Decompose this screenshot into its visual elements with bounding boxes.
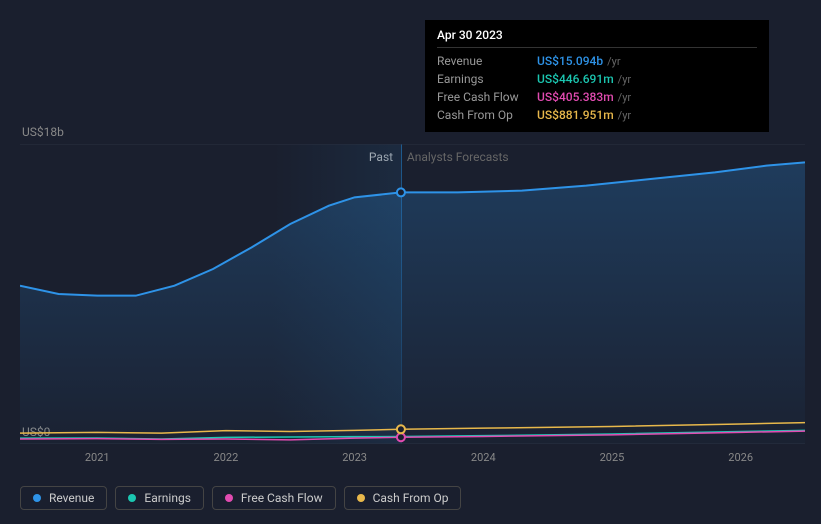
chart-tooltip: Apr 30 2023 RevenueUS$15.094b/yrEarnings… — [425, 20, 769, 132]
legend-item[interactable]: Earnings — [115, 486, 204, 510]
y-axis-max-label: US$18b — [22, 125, 64, 139]
tooltip-row-label: Revenue — [437, 54, 537, 68]
tooltip-row-unit: /yr — [618, 73, 631, 86]
chart-legend: Revenue Earnings Free Cash Flow Cash From O… — [20, 486, 461, 510]
tooltip-row-label: Earnings — [437, 72, 537, 86]
legend-dot-icon — [225, 494, 233, 502]
legend-label: Cash From Op — [373, 491, 449, 505]
tooltip-row-label: Cash From Op — [437, 108, 537, 122]
tooltip-row-unit: /yr — [618, 91, 631, 104]
x-axis-tick-label: 2026 — [728, 451, 753, 464]
legend-dot-icon — [33, 494, 41, 502]
x-axis-tick-label: 2024 — [471, 451, 496, 464]
x-axis-tick-label: 2025 — [600, 451, 625, 464]
chart-svg — [20, 144, 805, 444]
x-axis-tick-label: 2022 — [214, 451, 239, 464]
tooltip-row-unit: /yr — [607, 55, 620, 68]
tooltip-row-unit: /yr — [618, 109, 631, 122]
tooltip-row: EarningsUS$446.691m/yr — [437, 70, 757, 88]
legend-dot-icon — [128, 494, 136, 502]
legend-label: Free Cash Flow — [241, 491, 323, 505]
tooltip-row-value: US$446.691m — [537, 72, 614, 86]
tooltip-date: Apr 30 2023 — [437, 28, 757, 48]
x-axis-labels: 2021 2022 2023 2024 2025 2026 — [20, 451, 805, 471]
legend-label: Earnings — [144, 491, 191, 505]
legend-dot-icon — [357, 494, 365, 502]
x-axis-tick-label: 2023 — [342, 451, 367, 464]
tooltip-row-value: US$405.383m — [537, 90, 614, 104]
x-axis-tick-label: 2021 — [85, 451, 110, 464]
legend-label: Revenue — [49, 491, 94, 505]
legend-item[interactable]: Free Cash Flow — [212, 486, 336, 510]
legend-item[interactable]: Revenue — [20, 486, 107, 510]
tooltip-row: RevenueUS$15.094b/yr — [437, 52, 757, 70]
tooltip-row-label: Free Cash Flow — [437, 90, 537, 104]
legend-item[interactable]: Cash From Op — [344, 486, 462, 510]
tooltip-row-value: US$881.951m — [537, 108, 614, 122]
chart-plot-area[interactable] — [20, 144, 805, 444]
tooltip-row-value: US$15.094b — [537, 54, 603, 68]
tooltip-row: Free Cash FlowUS$405.383m/yr — [437, 88, 757, 106]
tooltip-row: Cash From OpUS$881.951m/yr — [437, 106, 757, 124]
